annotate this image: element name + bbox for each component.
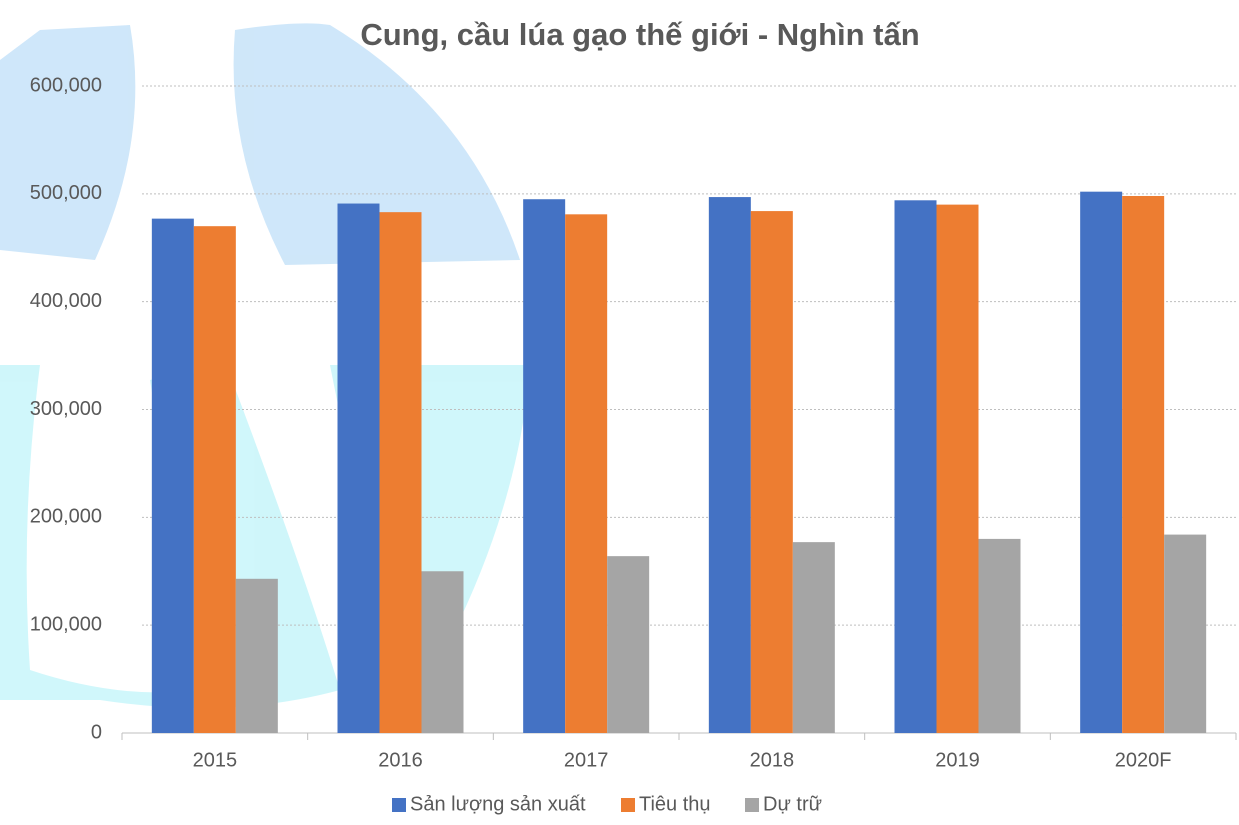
bar (607, 556, 650, 733)
legend-label: Dự trữ (763, 793, 822, 815)
bar (235, 578, 278, 733)
bar (978, 538, 1021, 733)
bar (1080, 191, 1123, 734)
bar (1164, 534, 1207, 733)
y-tick-label: 0 (91, 721, 102, 743)
y-tick-label: 600,000 (30, 74, 102, 96)
y-tick-label: 300,000 (30, 398, 102, 420)
bar (193, 226, 236, 733)
x-tick-label: 2017 (564, 749, 609, 771)
bar (523, 199, 566, 734)
bar (792, 542, 835, 733)
y-tick-label: 500,000 (30, 182, 102, 204)
x-tick-label: 2019 (935, 749, 980, 771)
bar (894, 200, 937, 733)
bar (337, 203, 380, 733)
bar (708, 197, 751, 733)
bar (151, 218, 194, 733)
legend-swatch (745, 798, 759, 812)
bar (750, 211, 793, 733)
y-tick-label: 200,000 (30, 506, 102, 528)
bar (1122, 195, 1165, 734)
legend-label: Tiêu thụ (639, 793, 711, 815)
bar (379, 212, 422, 734)
chart-title: Cung, cầu lúa gạo thế giới - Nghìn tấn (360, 17, 919, 52)
legend-swatch (392, 798, 406, 812)
legend-label: Sản lượng sản xuất (410, 793, 586, 815)
x-tick-label: 2018 (750, 749, 795, 771)
y-tick-label: 100,000 (30, 613, 102, 635)
x-tick-label: 2015 (193, 749, 238, 771)
bar (936, 204, 979, 733)
x-tick-label: 2020F (1115, 749, 1172, 771)
y-tick-label: 400,000 (30, 290, 102, 312)
bar (421, 571, 464, 733)
x-tick-label: 2016 (378, 749, 423, 771)
bar (565, 214, 608, 734)
legend-swatch (621, 798, 635, 812)
